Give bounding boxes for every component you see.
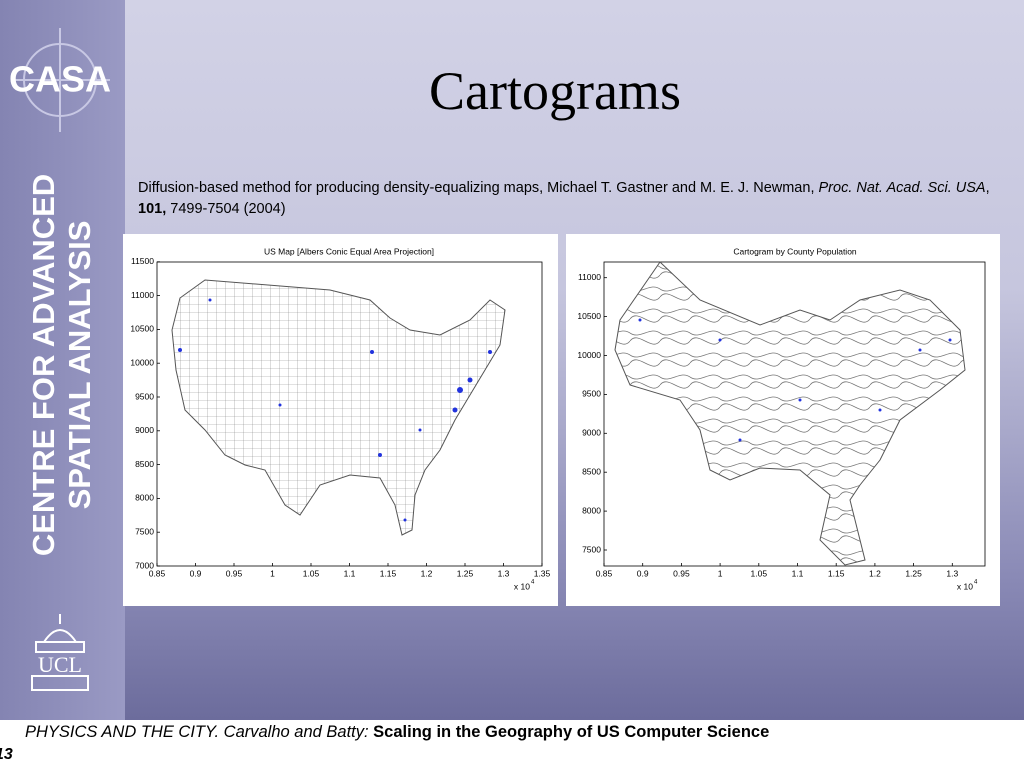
citation-text: ,	[985, 180, 990, 196]
density-dots	[178, 298, 492, 522]
logo-columns	[35, 641, 85, 653]
x-tick-label: 1	[718, 568, 723, 578]
logo-base	[31, 675, 89, 691]
citation: Diffusion-based method for producing den…	[138, 178, 998, 220]
citation-volume: 101,	[138, 201, 167, 217]
x-tick-label: 0.85	[149, 568, 166, 578]
y-tick-label: 9000	[135, 425, 154, 435]
page-number: 13	[0, 746, 13, 763]
casa-logo: CASA	[9, 28, 111, 132]
footer: PHYSICS AND THE CITY. Carvalho and Batty…	[25, 723, 769, 742]
x-multiplier: x 10	[514, 581, 530, 591]
logo-text: CASA	[9, 59, 111, 100]
y-tick-label: 8500	[582, 466, 601, 476]
x-tick-label: 1.35	[534, 568, 551, 578]
slide-graphics: CASA UCL US Map [Albers Conic Equal Area…	[9, 28, 986, 691]
y-tick-label: 10500	[130, 324, 154, 334]
y-tick-label: 9000	[582, 428, 601, 438]
cartogram-outline	[614, 261, 966, 566]
figure-title: Cartogram by County Population	[733, 246, 857, 256]
y-tick-label: 10500	[577, 311, 601, 321]
x-tick-label: 1	[270, 568, 275, 578]
y-tick-label: 8500	[135, 459, 154, 469]
y-tick-label: 9500	[582, 389, 601, 399]
us-outline	[171, 279, 506, 536]
citation-pages: 7499-7504 (2004)	[170, 201, 286, 217]
x-tick-label: 1.25	[905, 568, 922, 578]
x-tick-label: 0.9	[190, 568, 202, 578]
y-tick-label: 8000	[135, 493, 154, 503]
x-tick-label: 0.95	[226, 568, 243, 578]
logo-text: UCL	[38, 652, 82, 677]
x-tick-label: 0.85	[596, 568, 613, 578]
footer-source: PHYSICS AND THE CITY. Carvalho and Batty…	[25, 723, 369, 741]
x-tick-label: 1.05	[303, 568, 320, 578]
y-tick-label: 7000	[135, 560, 154, 570]
plot-frame	[603, 261, 986, 567]
ucl-logo: UCL	[31, 614, 89, 691]
slide-title: Cartograms	[429, 61, 681, 121]
y-tick-label: 10000	[130, 357, 154, 367]
sidebar	[0, 0, 125, 720]
y-tick-label: 11500	[131, 256, 154, 266]
x-tick-label: 1.2	[421, 568, 433, 578]
x-tick-label: 1.2	[869, 568, 881, 578]
x-tick-label: 1.05	[751, 568, 768, 578]
x-tick-label: 1.1	[344, 568, 356, 578]
x-tick-label: 1.1	[792, 568, 804, 578]
figure-title: US Map [Albers Conic Equal Area Projecti…	[264, 246, 434, 256]
y-tick-label: 7500	[135, 526, 154, 536]
x-tick-label: 1.15	[828, 568, 845, 578]
x-exponent: 4	[974, 580, 978, 586]
y-tick-label: 9500	[135, 391, 154, 401]
density-dots	[638, 318, 952, 442]
citation-journal: Proc. Nat. Acad. Sci. USA	[818, 180, 986, 196]
y-tick-label: 8000	[582, 505, 601, 515]
logo-dome	[42, 629, 78, 643]
x-exponent: 4	[531, 580, 535, 586]
citation-text: Diffusion-based method for producing den…	[138, 180, 815, 196]
y-tick-label: 7500	[582, 544, 601, 554]
y-tick-label: 10000	[577, 350, 601, 360]
x-tick-label: 0.95	[673, 568, 690, 578]
y-tick-label: 11000	[578, 272, 601, 282]
x-tick-label: 1.3	[946, 568, 958, 578]
x-tick-label: 1.3	[498, 568, 510, 578]
footer-topic: Scaling in the Geography of US Computer …	[373, 723, 770, 741]
x-tick-label: 0.9	[637, 568, 649, 578]
y-tick-label: 11000	[131, 290, 154, 300]
x-multiplier: x 10	[957, 581, 973, 591]
x-tick-label: 1.25	[457, 568, 474, 578]
x-tick-label: 1.15	[380, 568, 397, 578]
